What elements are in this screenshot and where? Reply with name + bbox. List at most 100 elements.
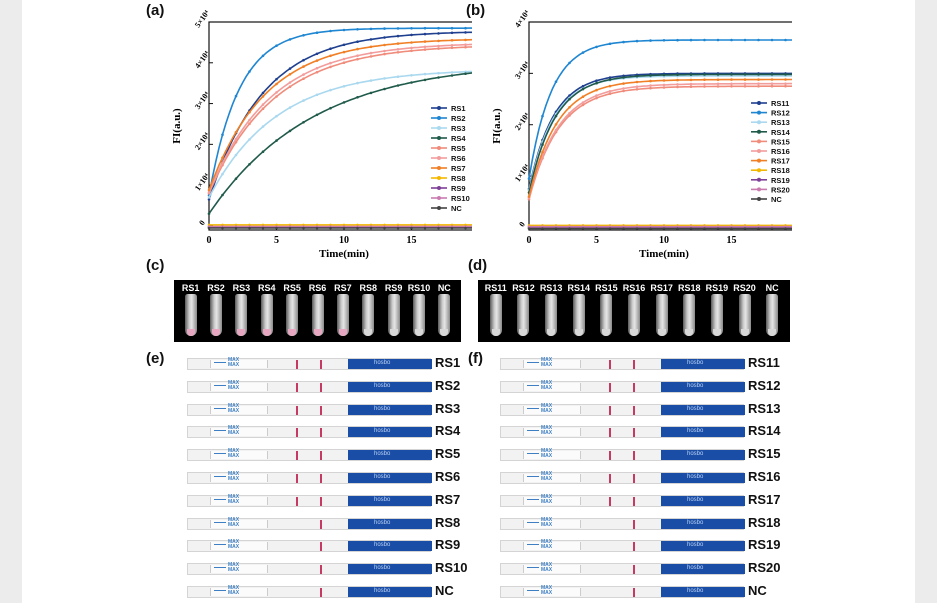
series-marker-nc (261, 226, 265, 230)
test-strip: MAX MAX hosbo (187, 472, 432, 484)
series-marker-rs17 (554, 123, 558, 126)
series-marker-rs11 (581, 84, 585, 88)
series-marker-rs2 (369, 27, 373, 31)
series-marker-nc (541, 227, 544, 230)
max-mark: MAX MAX (228, 402, 240, 414)
strip-label: RS10 (435, 560, 468, 576)
tube-rs8 (362, 294, 375, 336)
legend-marker (437, 166, 441, 170)
series-marker-rs1 (315, 52, 319, 56)
series-marker-rs20 (595, 225, 598, 228)
test-strip: MAX MAX hosbo (187, 425, 432, 439)
strip-handle: hosbo (348, 427, 432, 438)
strip-handle: hosbo (661, 495, 745, 506)
tube-tip (237, 329, 246, 336)
max-mark: MAX MAX (228, 425, 240, 437)
series-marker-rs5 (302, 77, 305, 80)
series-marker-nc (423, 226, 427, 230)
series-marker-rs20 (581, 225, 585, 228)
strip-label: RS1 (435, 355, 461, 370)
series-marker-rs3 (221, 172, 224, 176)
series-marker-rs4 (369, 91, 373, 95)
tube-nc (438, 294, 451, 336)
series-marker-rs1 (329, 47, 332, 50)
series-marker-rs20 (689, 225, 693, 228)
arrow-icon (214, 407, 226, 409)
figure-sheet: (a) (b) (c) (d) (e) (f) 0510152001×10⁴2×… (22, 0, 915, 603)
x-tick-label: 10 (659, 235, 669, 246)
series-marker-rs20 (770, 225, 774, 228)
strip-label: RS20 (748, 560, 781, 576)
legend-label: RS12 (771, 109, 790, 118)
strip-handle: hosbo (661, 564, 745, 575)
tube-tip (740, 329, 749, 336)
series-marker-rs14 (689, 73, 693, 76)
series-marker-nc (757, 227, 760, 230)
test-strip: MAX MAX hosbo (500, 380, 745, 393)
series-marker-rs14 (743, 73, 747, 76)
sample-pad (523, 588, 581, 596)
series-marker-rs7 (275, 82, 278, 86)
series-marker-nc (595, 227, 598, 230)
series-marker-rs20 (716, 225, 720, 228)
test-strip: MAX MAX hosbo (187, 517, 432, 530)
tube-rs7 (336, 294, 349, 336)
series-marker-rs3 (302, 99, 305, 102)
max-mark: MAX MAX (228, 357, 240, 368)
tube-label: RS12 (512, 283, 535, 293)
series-marker-rs6 (302, 73, 305, 76)
series-marker-rs16 (757, 82, 760, 85)
brand-text: hosbo (687, 451, 704, 458)
series-marker-nc (554, 227, 558, 230)
series-marker-rs1 (437, 32, 440, 35)
arrow-icon (527, 521, 539, 523)
series-marker-rs14 (635, 74, 639, 78)
test-strip: MAX MAX hosbo (187, 585, 432, 598)
legend-marker (757, 149, 761, 153)
chart-a: 0510152001×10⁴2×10⁴3×10⁴4×10⁴5×10⁴Time(m… (171, 8, 472, 260)
strip-label: RS2 (435, 377, 461, 393)
series-marker-rs3 (288, 106, 292, 109)
series-marker-rs14 (784, 73, 787, 76)
max-mark: MAX MAX (541, 357, 553, 368)
max-mark: MAX MAX (228, 585, 240, 596)
tube-tip (657, 329, 666, 336)
series-marker-rs20 (608, 225, 612, 228)
series-marker-rs14 (595, 81, 598, 85)
series-marker-rs15 (662, 86, 666, 89)
series-marker-rs6 (383, 49, 386, 53)
tube-rs5 (286, 294, 299, 336)
series-marker-rs12 (770, 38, 774, 42)
max-mark: MAX MAX (541, 585, 553, 596)
series-marker-rs5 (437, 47, 440, 50)
tube-label: RS14 (567, 283, 590, 293)
tube-rs1 (184, 294, 197, 336)
series-marker-rs5 (423, 48, 427, 51)
series-marker-nc (464, 226, 467, 230)
series-marker-rs12 (662, 39, 666, 42)
test-line (296, 360, 298, 369)
legend-marker (437, 186, 441, 190)
arrow-icon (527, 384, 539, 386)
series-marker-rs6 (356, 54, 359, 57)
series-line-rs13 (528, 75, 792, 191)
arrow-icon (214, 453, 226, 455)
tube-label: RS2 (207, 283, 225, 293)
series-marker-rs17 (635, 80, 639, 84)
max-mark: MAX MAX (541, 402, 553, 414)
legend-label: RS6 (451, 154, 466, 163)
series-marker-rs6 (369, 51, 373, 55)
legend-label: RS10 (451, 194, 470, 203)
strip-handle: hosbo (661, 541, 745, 552)
brand-text: hosbo (687, 565, 704, 572)
series-marker-rs3 (342, 85, 346, 88)
series-marker-rs4 (342, 101, 346, 104)
test-strip: MAX MAX hosbo (500, 540, 745, 553)
series-marker-rs15 (743, 85, 747, 88)
sample-pad (523, 542, 581, 551)
legend-label: RS3 (451, 124, 466, 133)
sample-pad (210, 360, 268, 368)
tube-rs11 (489, 294, 502, 336)
sample-pad (523, 519, 581, 528)
series-marker-rs2 (329, 29, 332, 33)
